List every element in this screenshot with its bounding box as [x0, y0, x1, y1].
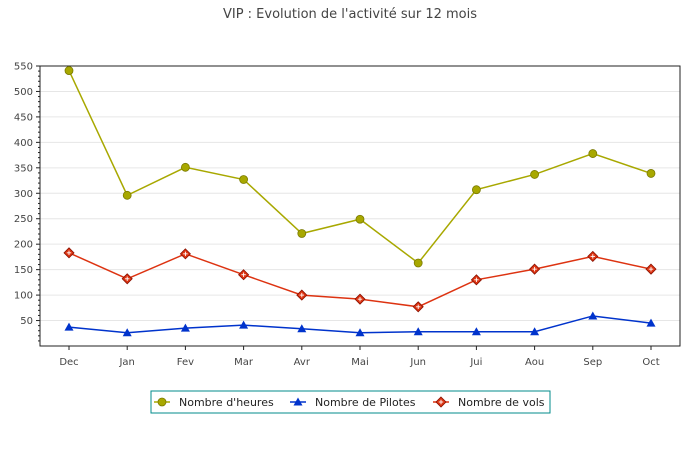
legend-label: Nombre d'heures [179, 396, 274, 409]
x-tick-label: Dec [59, 357, 78, 368]
data-point [413, 327, 423, 336]
x-tick-label: Jan [118, 357, 134, 368]
y-tick-label: 450 [14, 112, 33, 123]
y-tick-label: 100 [14, 291, 33, 302]
data-point [530, 327, 540, 336]
x-tick-label: Fev [177, 357, 194, 368]
data-point [238, 269, 250, 281]
x-tick-label: Mar [234, 357, 254, 368]
x-tick-label: Sep [583, 357, 602, 368]
legend: Nombre d'heures Nombre de Pilotes Nombre d… [150, 390, 551, 414]
data-point [297, 324, 307, 333]
data-point [239, 175, 249, 184]
series-0 [64, 66, 656, 268]
y-tick-label: 250 [14, 214, 33, 225]
data-point [471, 185, 481, 195]
data-point [529, 263, 541, 275]
legend-item: Nombre d'heures [154, 396, 274, 409]
y-tick-label: 200 [14, 240, 33, 251]
data-point [587, 250, 599, 262]
data-point [413, 258, 423, 268]
data-point [63, 247, 75, 259]
legend-item: Nombre de vols [433, 396, 545, 409]
legend-marker [293, 397, 303, 406]
data-point [588, 311, 598, 320]
data-point [179, 248, 191, 260]
grid [40, 65, 680, 322]
x-tick-label: Jun [409, 357, 426, 368]
data-point [122, 328, 132, 337]
series-line [68, 70, 652, 265]
x-tick-label: Mai [351, 357, 369, 368]
data-point [122, 190, 132, 200]
y-tick-label: 500 [14, 87, 33, 98]
y-tick-label: 400 [14, 138, 33, 149]
data-point [588, 149, 598, 158]
chart-title: VIP : Evolution de l'activité sur 12 moi… [223, 7, 477, 22]
data-point [180, 162, 190, 172]
legend-marker [435, 396, 447, 408]
data-point [297, 229, 307, 238]
legend-label: Nombre de vols [458, 396, 545, 409]
legend-marker [157, 397, 167, 407]
data-point [239, 320, 249, 329]
series-1 [64, 311, 656, 337]
y-tick-label: 550 [14, 62, 33, 73]
data-point [355, 214, 365, 224]
data-point [296, 289, 308, 301]
data-point [471, 327, 481, 336]
data-point [355, 328, 365, 337]
data-point [646, 169, 656, 178]
x-axis: Dec Jan Fev Mar Avr Mai Jun Jui Aou Sep Oct [59, 346, 660, 368]
series-2 [63, 247, 657, 313]
y-tick-label: 50 [20, 316, 33, 327]
x-tick-label: Avr [294, 357, 311, 368]
data-point [64, 66, 74, 75]
series-group [63, 66, 657, 337]
data-point [64, 322, 74, 331]
data-point [470, 274, 482, 286]
legend-item: Nombre de Pilotes [290, 396, 416, 409]
legend-box [150, 390, 551, 414]
y-axis: 50 100 150 200 250 300 350 400 450 500 550 [14, 62, 40, 342]
data-point [121, 273, 133, 285]
y-tick-label: 300 [14, 189, 33, 200]
data-point [530, 170, 539, 179]
x-tick-label: Oct [642, 357, 659, 368]
x-tick-label: Jui [469, 357, 482, 368]
legend-label: Nombre de Pilotes [315, 396, 416, 409]
y-tick-label: 350 [14, 163, 33, 174]
data-point [646, 318, 656, 327]
data-point [180, 323, 190, 332]
data-point [354, 293, 366, 305]
data-point [412, 301, 424, 313]
x-tick-label: Aou [525, 357, 544, 368]
y-tick-label: 150 [14, 265, 33, 276]
data-point [645, 263, 657, 275]
